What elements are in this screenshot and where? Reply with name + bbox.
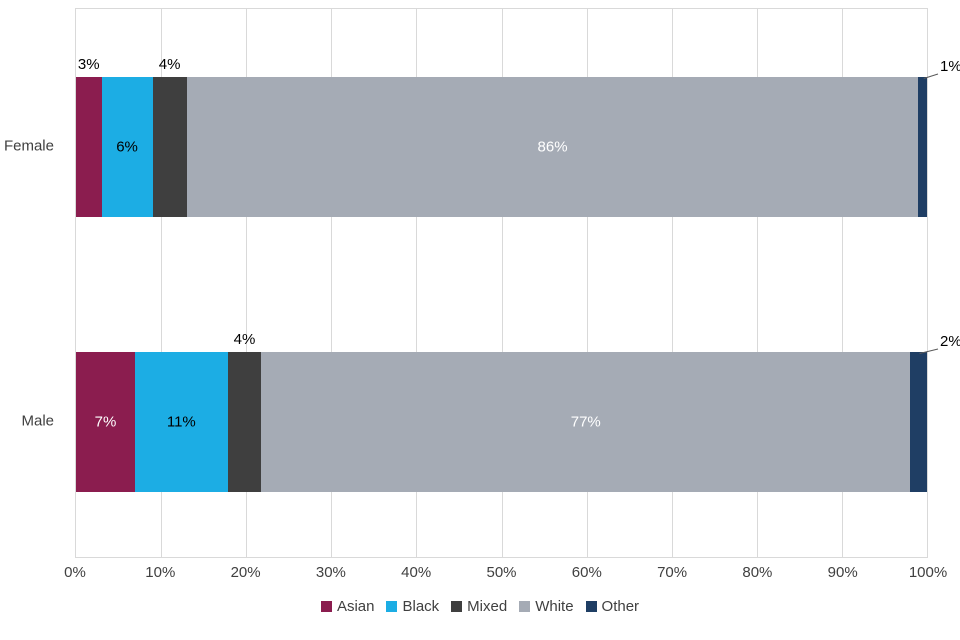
gridline — [671, 9, 673, 557]
gridline — [586, 9, 588, 557]
x-tick-label: 20% — [230, 564, 261, 581]
gridline — [501, 9, 503, 557]
legend-marker — [386, 601, 398, 612]
segment-asian — [76, 76, 102, 217]
segment-black — [101, 76, 153, 217]
legend-label: Asian — [336, 598, 375, 615]
y-axis: Female Male — [0, 0, 68, 640]
gridline — [161, 9, 163, 557]
gridline — [756, 9, 758, 557]
x-tick-label: 70% — [657, 564, 688, 581]
legend: Asian Black Mixed White Other — [0, 598, 960, 615]
segment-mixed — [227, 351, 262, 492]
data-label: 86% — [537, 138, 568, 155]
legend-item-white: White — [519, 598, 574, 615]
legend-label: Other — [601, 598, 640, 615]
legend-item-asian: Asian — [320, 598, 375, 615]
category-label: Male — [21, 412, 54, 429]
category-label: Female — [3, 137, 54, 154]
gridline — [416, 9, 418, 557]
plot-area: 3% 6% 4% 86% 7% 11% 4% 77% — [75, 8, 928, 558]
data-label: 4% — [233, 330, 256, 348]
x-tick-label: 40% — [401, 564, 432, 581]
x-axis: 0% 10% 20% 30% 40% 50% 60% 70% 80% 90% 100% — [64, 564, 947, 584]
gridline — [331, 9, 333, 557]
x-tick-label: 0% — [64, 564, 86, 581]
legend-label: Black — [402, 598, 440, 615]
data-label: 7% — [94, 413, 117, 430]
data-label: 3% — [77, 55, 100, 73]
legend-marker — [320, 601, 332, 612]
legend-item-other: Other — [585, 598, 640, 615]
segment-asian — [76, 351, 135, 492]
segment-black — [134, 351, 228, 492]
data-label: 2% — [940, 332, 960, 350]
legend-item-black: Black — [386, 598, 439, 615]
bar-male — [76, 351, 927, 492]
data-label: 6% — [116, 138, 138, 155]
x-tick-label: 60% — [571, 564, 602, 581]
legend-label: White — [535, 598, 574, 615]
data-label: 11% — [166, 413, 196, 430]
segment-white — [261, 351, 911, 492]
x-tick-label: 10% — [145, 564, 176, 581]
legend-marker — [585, 601, 597, 612]
data-label: 1% — [940, 57, 960, 75]
segment-other — [910, 351, 927, 492]
x-tick-label: 80% — [742, 564, 773, 581]
data-label: 77% — [570, 413, 601, 430]
bar-female — [76, 76, 927, 217]
x-tick-label: 90% — [827, 564, 858, 581]
data-label: 4% — [158, 55, 181, 73]
gridline — [246, 9, 248, 557]
legend-marker — [519, 601, 531, 612]
segment-white — [186, 76, 919, 217]
gridline — [841, 9, 843, 557]
legend-marker — [451, 601, 463, 612]
segment-other — [918, 76, 927, 217]
legend-item-mixed: Mixed — [451, 598, 507, 615]
x-tick-label: 30% — [315, 564, 346, 581]
legend-label: Mixed — [467, 598, 508, 615]
x-tick-label: 50% — [486, 564, 517, 581]
segment-mixed — [152, 76, 187, 217]
x-tick-label: 100% — [908, 564, 948, 581]
